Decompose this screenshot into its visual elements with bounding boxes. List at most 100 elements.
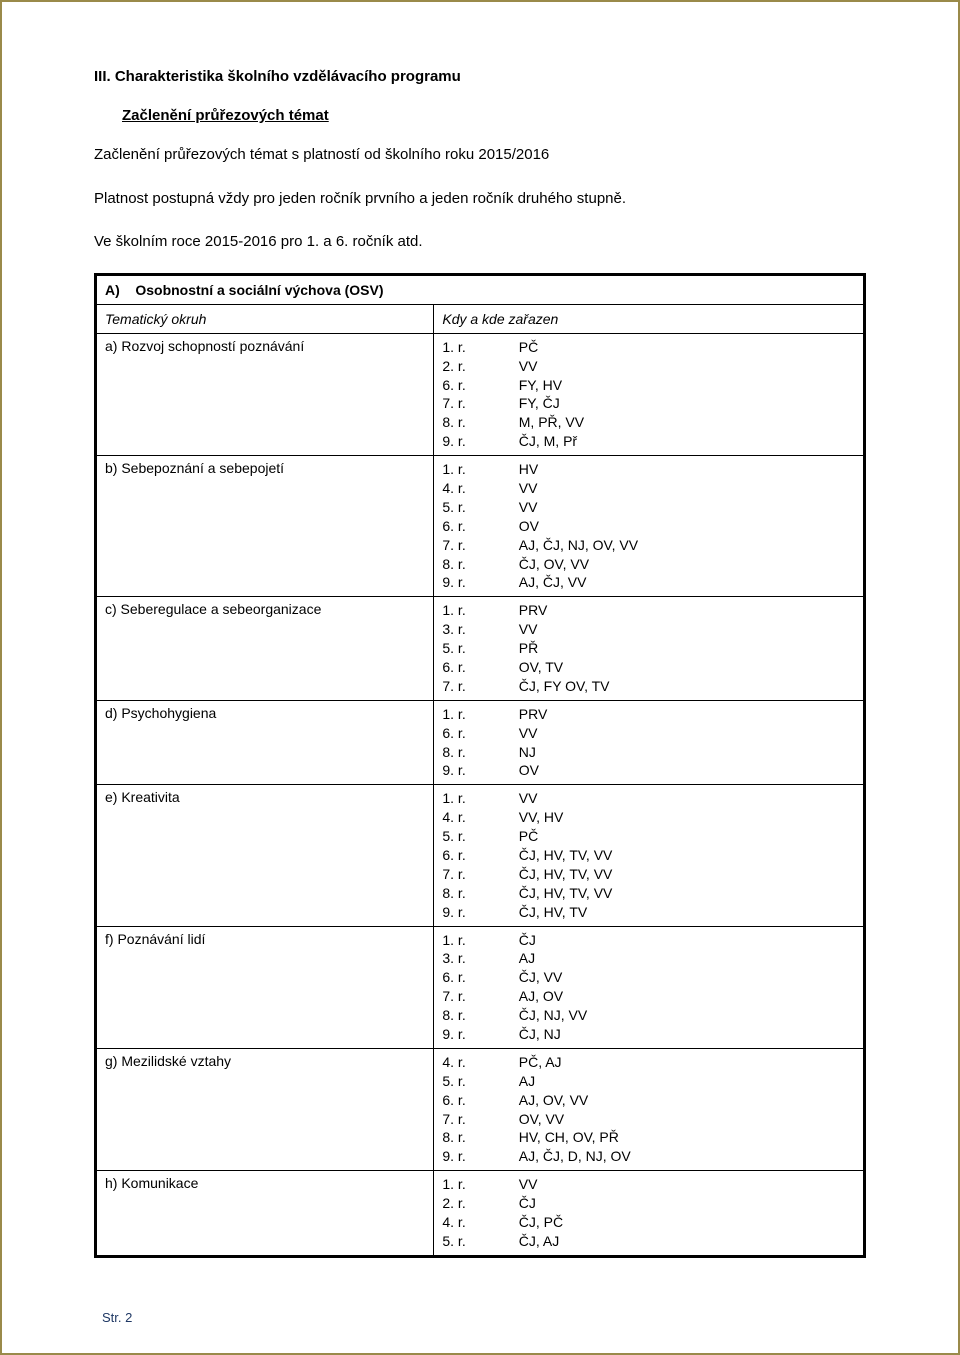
year-mark: 7. r. (442, 536, 502, 555)
intro-line-2: Platnost postupná vždy pro jeden ročník … (94, 188, 866, 210)
subject-list: ČJ, HV, TV, VV (519, 865, 855, 884)
year-mark: 5. r. (442, 1232, 502, 1251)
subject-list: ČJ, OV, VV (519, 555, 855, 574)
year-mark: 9. r. (442, 761, 502, 780)
subject-list: AJ, ČJ, VV (519, 573, 855, 592)
year-mark: 7. r. (442, 677, 502, 696)
subject-list: AJ, OV (519, 987, 855, 1006)
subject-list: AJ, OV, VV (519, 1091, 855, 1110)
section-letter: A) (105, 282, 120, 298)
year-mark: 6. r. (442, 658, 502, 677)
subject-list: ČJ, HV, TV, VV (519, 846, 855, 865)
table-row: d) Psychohygiena1. r.6. r.8. r.9. r.PRVV… (96, 700, 865, 785)
section-cell: A) Osobnostní a sociální výchova (OSV) (96, 274, 865, 304)
year-mark: 8. r. (442, 413, 502, 432)
subject-list: PČ (519, 338, 855, 357)
subject-list: VV (519, 724, 855, 743)
year-mark: 7. r. (442, 394, 502, 413)
subject-list: ČJ, HV, TV (519, 903, 855, 922)
year-mark: 2. r. (442, 1194, 502, 1213)
row-label: h) Komunikace (96, 1171, 434, 1257)
row-label: a) Rozvoj schopností poznávání (96, 333, 434, 455)
subject-list: FY, HV (519, 376, 855, 395)
subject-list: VV, HV (519, 808, 855, 827)
table-row: e) Kreativita1. r.4. r.5. r.6. r.7. r.8.… (96, 785, 865, 926)
row-year-col: 1. r.2. r.4. r.5. r. (434, 1171, 511, 1257)
row-year-col: 1. r.3. r.6. r.7. r.8. r.9. r. (434, 926, 511, 1048)
intro-block: Začlenění průřezových témat s platností … (94, 144, 866, 253)
year-mark: 1. r. (442, 1175, 502, 1194)
year-mark: 7. r. (442, 865, 502, 884)
year-mark: 7. r. (442, 987, 502, 1006)
table-row: f) Poznávání lidí1. r.3. r.6. r.7. r.8. … (96, 926, 865, 1048)
subject-list: OV, TV (519, 658, 855, 677)
year-mark: 8. r. (442, 743, 502, 762)
subject-list: VV (519, 498, 855, 517)
year-mark: 7. r. (442, 1110, 502, 1129)
subject-list: AJ (519, 949, 855, 968)
page-heading: III. Charakteristika školního vzdělávací… (94, 68, 866, 85)
row-label: b) Sebepoznání a sebepojetí (96, 456, 434, 597)
year-mark: 1. r. (442, 460, 502, 479)
subject-list: PRV (519, 601, 855, 620)
year-mark: 2. r. (442, 357, 502, 376)
row-label: f) Poznávání lidí (96, 926, 434, 1048)
row-year-col: 1. r.6. r.8. r.9. r. (434, 700, 511, 785)
year-mark: 1. r. (442, 338, 502, 357)
year-mark: 1. r. (442, 931, 502, 950)
subject-list: ČJ, AJ (519, 1232, 855, 1251)
subject-list: HV (519, 460, 855, 479)
subject-list: M, PŘ, VV (519, 413, 855, 432)
subject-list: ČJ, NJ (519, 1025, 855, 1044)
row-label: d) Psychohygiena (96, 700, 434, 785)
table-header-row: Tematický okruh Kdy a kde zařazen (96, 304, 865, 333)
subject-list: NJ (519, 743, 855, 762)
year-mark: 9. r. (442, 1025, 502, 1044)
subject-list: AJ, ČJ, D, NJ, OV (519, 1147, 855, 1166)
row-value-col: VVVV, HVPČČJ, HV, TV, VVČJ, HV, TV, VVČJ… (511, 785, 865, 926)
subject-list: AJ, ČJ, NJ, OV, VV (519, 536, 855, 555)
subject-list: OV, VV (519, 1110, 855, 1129)
year-mark: 6. r. (442, 846, 502, 865)
row-label: c) Seberegulace a sebeorganizace (96, 597, 434, 700)
row-value-col: ČJAJČJ, VVAJ, OVČJ, NJ, VVČJ, NJ (511, 926, 865, 1048)
year-mark: 4. r. (442, 1053, 502, 1072)
subject-list: ČJ (519, 931, 855, 950)
subject-list: PRV (519, 705, 855, 724)
subject-list: ČJ, PČ (519, 1213, 855, 1232)
row-value-col: VVČJČJ, PČČJ, AJ (511, 1171, 865, 1257)
subject-list: ČJ, HV, TV, VV (519, 884, 855, 903)
year-mark: 9. r. (442, 573, 502, 592)
subject-list: PČ (519, 827, 855, 846)
row-label: e) Kreativita (96, 785, 434, 926)
subject-list: VV (519, 1175, 855, 1194)
subject-list: VV (519, 357, 855, 376)
year-mark: 3. r. (442, 949, 502, 968)
subject-list: VV (519, 479, 855, 498)
year-mark: 4. r. (442, 1213, 502, 1232)
page-subheading: Začlenění průřezových témat (122, 107, 866, 124)
subject-list: PŘ (519, 639, 855, 658)
col-left-header: Tematický okruh (96, 304, 434, 333)
year-mark: 1. r. (442, 789, 502, 808)
row-value-col: PRVVVPŘOV, TVČJ, FY OV, TV (511, 597, 865, 700)
row-year-col: 1. r.2. r.6. r.7. r.8. r.9. r. (434, 333, 511, 455)
subject-list: FY, ČJ (519, 394, 855, 413)
table-row: h) Komunikace1. r.2. r.4. r.5. r.VVČJČJ,… (96, 1171, 865, 1257)
year-mark: 4. r. (442, 808, 502, 827)
section-title: Osobnostní a sociální výchova (OSV) (135, 282, 383, 298)
intro-line-3: Ve školním roce 2015-2016 pro 1. a 6. ro… (94, 231, 866, 253)
year-mark: 5. r. (442, 827, 502, 846)
row-value-col: PČVVFY, HVFY, ČJM, PŘ, VVČJ, M, Př (511, 333, 865, 455)
row-value-col: PRVVVNJOV (511, 700, 865, 785)
year-mark: 6. r. (442, 1091, 502, 1110)
row-value-col: PČ, AJAJAJ, OV, VVOV, VVHV, CH, OV, PŘAJ… (511, 1048, 865, 1170)
intro-line-1: Začlenění průřezových témat s platností … (94, 144, 866, 166)
year-mark: 8. r. (442, 555, 502, 574)
subject-list: VV (519, 789, 855, 808)
row-value-col: HVVVVVOVAJ, ČJ, NJ, OV, VVČJ, OV, VVAJ, … (511, 456, 865, 597)
row-year-col: 1. r.4. r.5. r.6. r.7. r.8. r.9. r. (434, 785, 511, 926)
year-mark: 8. r. (442, 1128, 502, 1147)
year-mark: 9. r. (442, 1147, 502, 1166)
document-page: III. Charakteristika školního vzdělávací… (0, 0, 960, 1355)
